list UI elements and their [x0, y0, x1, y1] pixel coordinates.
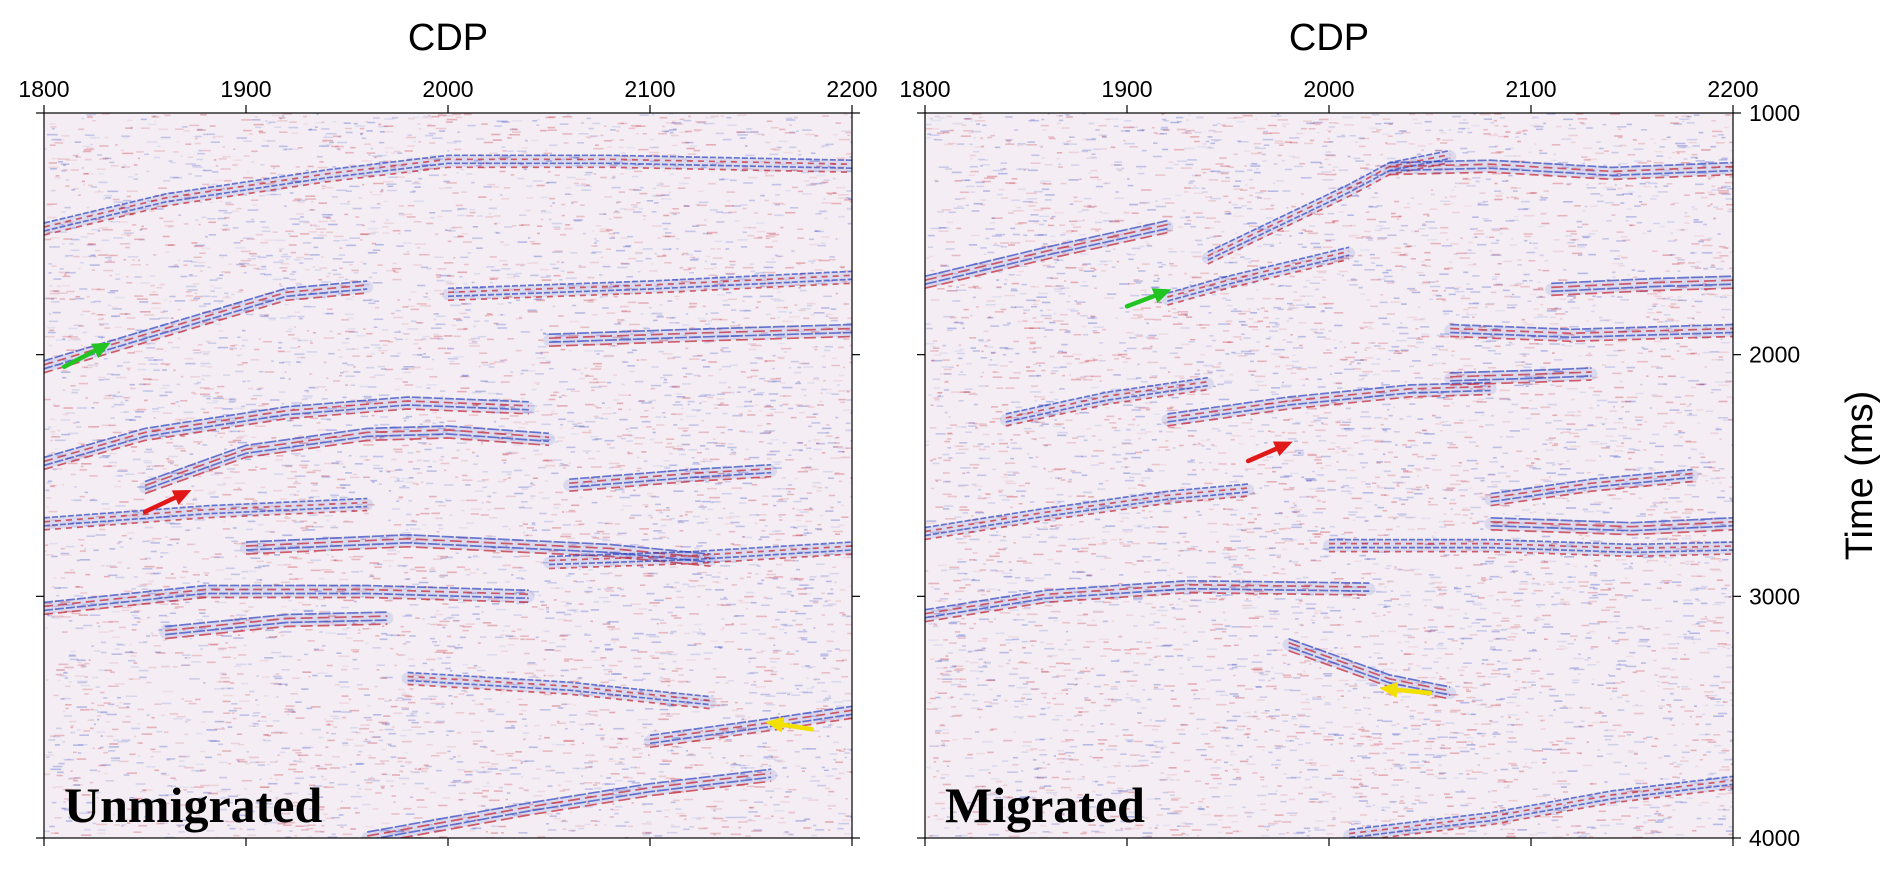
y-tick-label: 1000: [1749, 100, 1800, 126]
x-tick-label: 1900: [1101, 76, 1152, 102]
x-tick-label: 2200: [826, 76, 877, 102]
reflector: [44, 396, 535, 471]
panel-label: Unmigrated: [64, 777, 322, 833]
panel-label: Migrated: [945, 777, 1145, 833]
arrow-yellow: [1379, 681, 1433, 698]
amplitude-background: [925, 113, 1733, 838]
reflector: [240, 533, 717, 567]
x-tick-label: 2100: [1505, 76, 1556, 102]
x-axis-title: CDP: [1289, 17, 1369, 59]
x-tick-label: 1800: [18, 76, 69, 102]
x-tick-label: 1800: [899, 76, 950, 102]
reflector: [543, 541, 852, 570]
x-tick-label: 2100: [624, 76, 675, 102]
arrow-green: [61, 342, 111, 369]
reflector: [925, 483, 1255, 541]
reflector: [925, 219, 1174, 290]
x-tick-label: 1900: [220, 76, 271, 102]
amplitude-noise: [925, 113, 1733, 838]
reflector: [1484, 516, 1733, 536]
reflector: [1444, 323, 1733, 343]
x-tick-label: 2000: [422, 76, 473, 102]
reflector: [44, 154, 852, 236]
reflectors: [925, 149, 1733, 838]
reflector: [1545, 275, 1733, 297]
reflector: [44, 497, 374, 531]
y-axis-title: Time (ms): [1839, 391, 1881, 561]
x-axis-title: CDP: [408, 17, 488, 59]
reflector: [1444, 367, 1598, 386]
arrow-yellow: [765, 716, 814, 733]
reflector: [1484, 468, 1699, 507]
reflector: [1343, 775, 1733, 838]
reflector: [563, 463, 778, 493]
reflector: [361, 768, 778, 838]
panels: 1800 1900 2000 2100 2200 CDP Unmigrated 1800 190…: [18, 17, 1881, 851]
reflector: [1161, 381, 1497, 427]
reflector: [401, 671, 717, 710]
reflector: [1201, 149, 1457, 265]
seismic-panel-0: 1800 1900 2000 2100 2200 CDP Unmigrated: [18, 17, 878, 846]
reflector: [139, 425, 555, 495]
reflector: [543, 323, 852, 348]
x-tick-label: 2200: [1707, 76, 1758, 102]
reflector: [442, 270, 852, 302]
arrow-red: [1245, 441, 1293, 464]
y-tick-label: 3000: [1749, 583, 1800, 609]
reflector: [925, 579, 1376, 623]
y-tick-label: 2000: [1749, 342, 1800, 368]
reflector: [1323, 538, 1733, 558]
reflector: [999, 376, 1214, 427]
arrow-green: [1124, 288, 1172, 309]
y-tick-label: 4000: [1749, 825, 1800, 851]
reflector: [1161, 246, 1356, 306]
reflector: [44, 584, 535, 616]
reflector: [159, 611, 394, 640]
reflector: [1383, 159, 1733, 181]
x-tick-label: 2000: [1303, 76, 1354, 102]
arrow-red: [142, 490, 192, 514]
